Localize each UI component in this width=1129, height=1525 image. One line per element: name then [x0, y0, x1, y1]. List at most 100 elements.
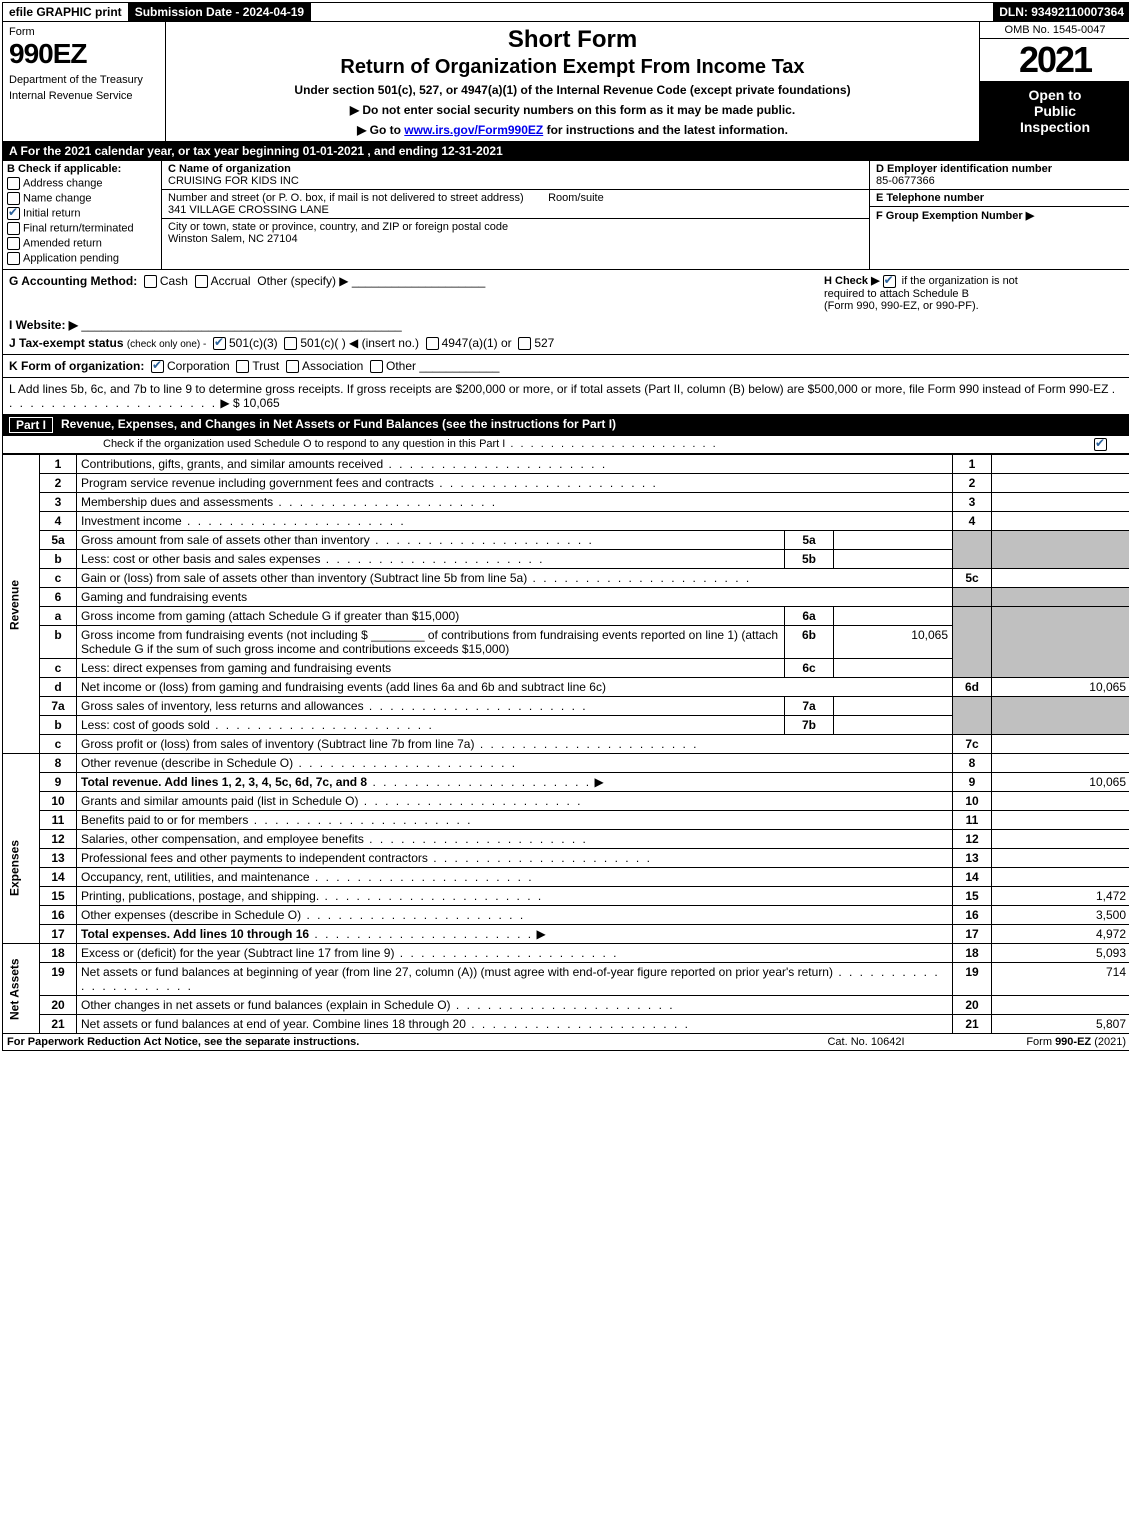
c-name-label: C Name of organization — [168, 163, 291, 175]
line-20-val — [992, 996, 1129, 1015]
h-text2: required to attach Schedule B — [824, 288, 969, 300]
irs-link[interactable]: www.irs.gov/Form990EZ — [404, 123, 543, 137]
line-10-desc: Grants and similar amounts paid (list in… — [77, 792, 953, 811]
line-6b-desc: Gross income from fundraising events (no… — [77, 626, 785, 659]
g-accrual: Accrual — [211, 274, 251, 288]
org-name: CRUISING FOR KIDS INC — [168, 175, 299, 187]
line-7b-sv — [834, 716, 953, 735]
line-10-col: 10 — [953, 792, 992, 811]
part-i-sub-text: Check if the organization used Schedule … — [103, 438, 1094, 451]
warn-ssn: ▶ Do not enter social security numbers o… — [174, 103, 971, 117]
line-21-val: 5,807 — [992, 1015, 1129, 1034]
line-13-num: 13 — [40, 849, 77, 868]
line-7b-num: b — [40, 716, 77, 735]
line-6a-sn: 6a — [785, 607, 834, 626]
k-label: K Form of organization: — [9, 359, 144, 373]
line-18-val: 5,093 — [992, 944, 1129, 963]
sidelabel-rev-end — [3, 773, 40, 792]
j-label: J Tax-exempt status — [9, 336, 124, 350]
line-19-col: 19 — [953, 963, 992, 996]
form-number: 990EZ — [9, 38, 159, 70]
grey-6abcv — [992, 607, 1129, 678]
grey-6abc — [953, 607, 992, 678]
goto-suffix: for instructions and the latest informat… — [547, 123, 788, 137]
line-6c-sv — [834, 659, 953, 678]
open-1: Open to — [982, 87, 1128, 103]
submission-date: Submission Date - 2024-04-19 — [129, 3, 311, 21]
e-label: E Telephone number — [876, 192, 984, 204]
line-7a-desc: Gross sales of inventory, less returns a… — [77, 697, 785, 716]
grey-7 — [953, 697, 992, 735]
line-11-val — [992, 811, 1129, 830]
grey-5v — [992, 531, 1129, 569]
line-8-num: 8 — [40, 754, 77, 773]
d-label: D Employer identification number — [876, 163, 1052, 175]
line-21-col: 21 — [953, 1015, 992, 1034]
l-arrow: ▶ $ — [220, 396, 239, 410]
line-19-val: 714 — [992, 963, 1129, 996]
group-exemption-row: F Group Exemption Number ▶ — [870, 207, 1129, 269]
l-row: L Add lines 5b, 6c, and 7b to line 9 to … — [2, 378, 1129, 415]
k-other: Other — [386, 359, 416, 373]
line-5b-sv — [834, 550, 953, 569]
line-18-col: 18 — [953, 944, 992, 963]
h-text1: if the organization is not — [902, 275, 1018, 287]
open-inspection: Open to Public Inspection — [980, 81, 1129, 141]
part-i-sub: Check if the organization used Schedule … — [2, 436, 1129, 454]
line-3-val — [992, 493, 1129, 512]
line-6d-num: d — [40, 678, 77, 697]
line-12-num: 12 — [40, 830, 77, 849]
part-i-header: Part I Revenue, Expenses, and Changes in… — [2, 415, 1129, 436]
line-2-val — [992, 474, 1129, 493]
street-label: Number and street (or P. O. box, if mail… — [168, 192, 524, 204]
line-1-val — [992, 455, 1129, 474]
f-label: F Group Exemption Number ▶ — [876, 210, 1034, 222]
line-13-val — [992, 849, 1129, 868]
line-5c-num: c — [40, 569, 77, 588]
grey-5 — [953, 531, 992, 569]
ein-value: 85-0677366 — [876, 175, 935, 187]
line-3-col: 3 — [953, 493, 992, 512]
g-label: G Accounting Method: — [9, 274, 137, 288]
line-6-desc: Gaming and fundraising events — [77, 588, 953, 607]
line-8-desc: Other revenue (describe in Schedule O) — [77, 754, 953, 773]
line-7c-desc: Gross profit or (loss) from sales of inv… — [77, 735, 953, 754]
form-id-block: Form 990EZ Department of the Treasury In… — [3, 22, 166, 141]
line-5c-col: 5c — [953, 569, 992, 588]
line-20-num: 20 — [40, 996, 77, 1015]
line-6d-desc: Net income or (loss) from gaming and fun… — [77, 678, 953, 697]
line-21-desc: Net assets or fund balances at end of ye… — [77, 1015, 953, 1034]
line-8-val — [992, 754, 1129, 773]
g-other: Other (specify) ▶ — [257, 274, 348, 288]
line-1-desc: Contributions, gifts, grants, and simila… — [77, 455, 953, 474]
i-label: I Website: ▶ — [9, 318, 78, 332]
line-5a-num: 5a — [40, 531, 77, 550]
phone-row: E Telephone number — [870, 190, 1129, 207]
section-b: B Check if applicable: Address change Na… — [3, 161, 162, 269]
top-bar: efile GRAPHIC print Submission Date - 20… — [2, 2, 1129, 22]
line-18-num: 18 — [40, 944, 77, 963]
k-corp: Corporation — [167, 359, 230, 373]
title-return: Return of Organization Exempt From Incom… — [174, 56, 971, 79]
line-14-num: 14 — [40, 868, 77, 887]
line-15-num: 15 — [40, 887, 77, 906]
line-2-desc: Program service revenue including govern… — [77, 474, 953, 493]
form-label: Form — [9, 26, 159, 38]
line-14-desc: Occupancy, rent, utilities, and maintena… — [77, 868, 953, 887]
h-row: H Check ▶ if the organization is not req… — [814, 274, 1124, 312]
line-5a-sn: 5a — [785, 531, 834, 550]
j-527: 527 — [534, 336, 554, 350]
b-label: B Check if applicable: — [7, 163, 157, 175]
part-i-title: Revenue, Expenses, and Changes in Net As… — [61, 417, 1124, 433]
line-6a-num: a — [40, 607, 77, 626]
dept-treasury: Department of the Treasury — [9, 74, 159, 86]
line-1-col: 1 — [953, 455, 992, 474]
line-6c-sn: 6c — [785, 659, 834, 678]
open-2: Public — [982, 103, 1128, 119]
open-3: Inspection — [982, 119, 1128, 135]
j-4947: 4947(a)(1) or — [442, 336, 512, 350]
line-5b-desc: Less: cost or other basis and sales expe… — [77, 550, 785, 569]
line-10-num: 10 — [40, 792, 77, 811]
line-7a-sn: 7a — [785, 697, 834, 716]
line-5b-num: b — [40, 550, 77, 569]
